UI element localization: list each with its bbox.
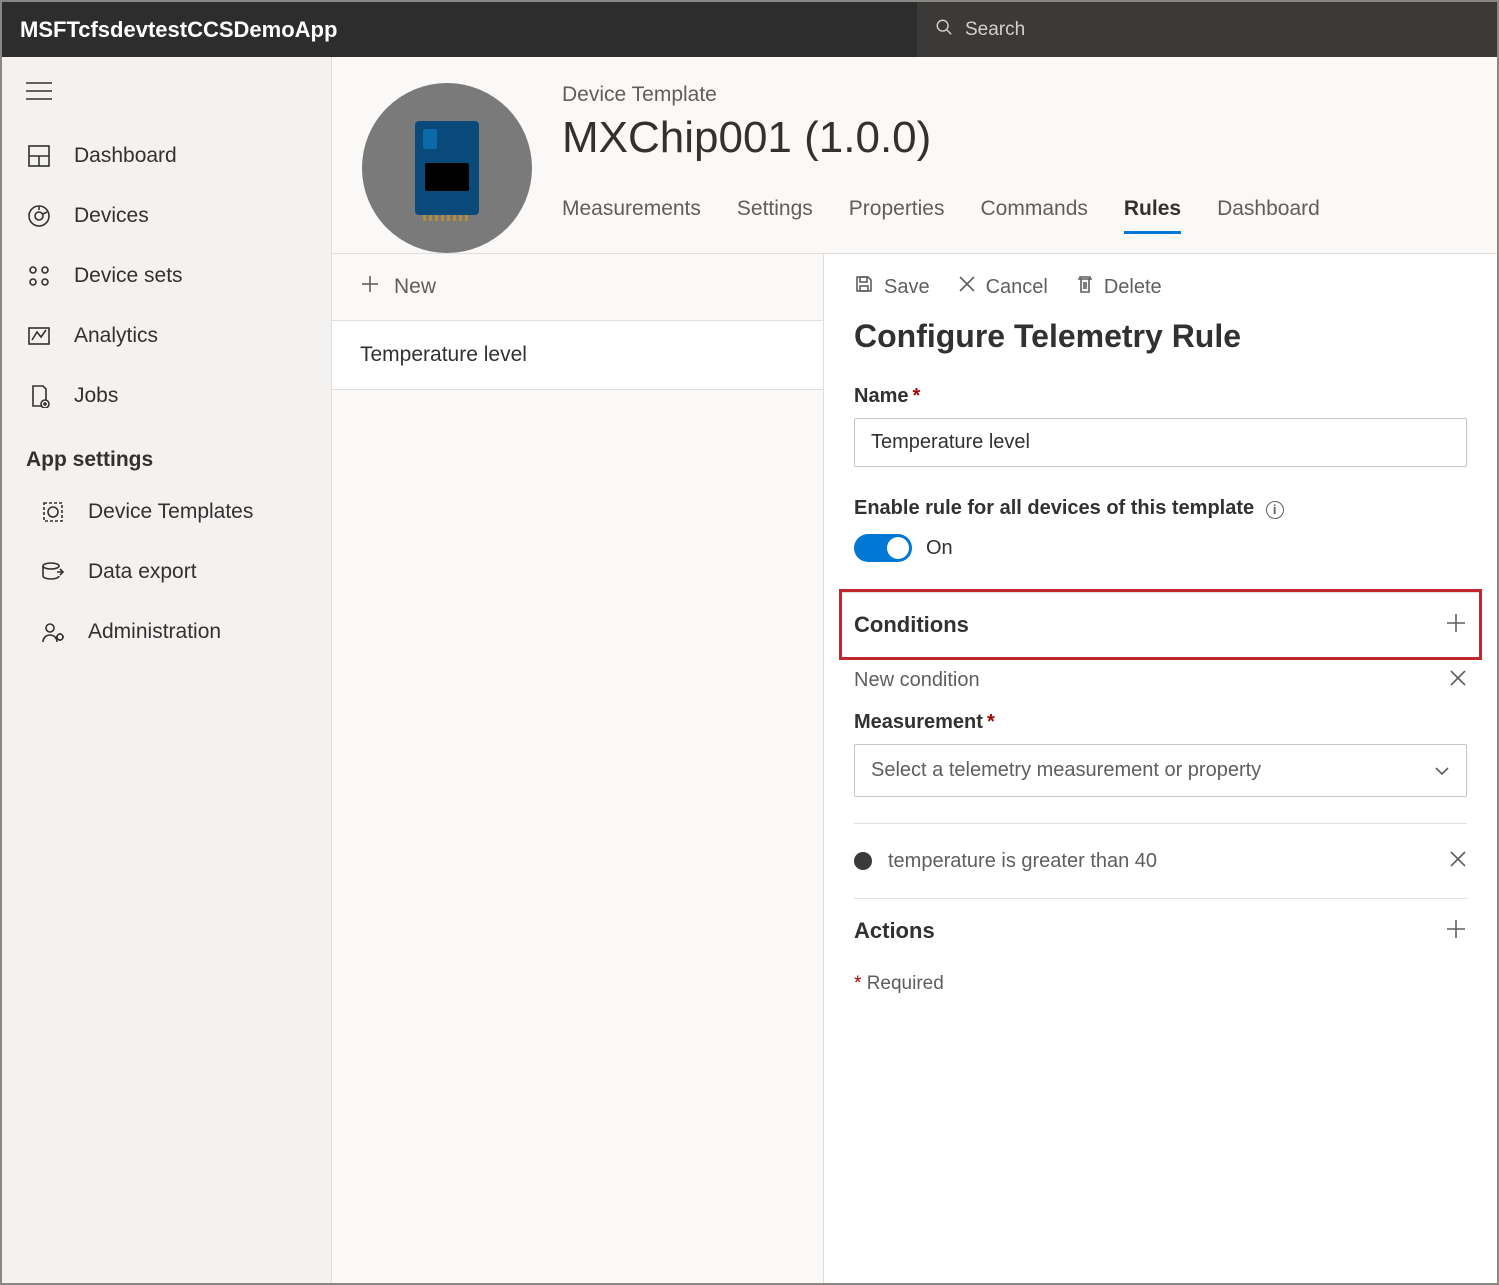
save-button[interactable]: Save xyxy=(854,274,930,300)
page-title: MXChip001 (1.0.0) xyxy=(562,113,1467,163)
left-nav: Dashboard Devices Device sets Analytics … xyxy=(2,57,332,1283)
tab-measurements[interactable]: Measurements xyxy=(562,197,701,234)
new-rule-button[interactable]: New xyxy=(332,254,823,321)
nav-label: Data export xyxy=(88,560,197,584)
command-bar: Save Cancel Delete xyxy=(824,254,1497,312)
remove-condition-button[interactable] xyxy=(1449,848,1467,874)
new-condition-title: New condition xyxy=(854,669,980,692)
remove-new-condition-button[interactable] xyxy=(1449,667,1467,693)
conditions-title: Conditions xyxy=(854,612,969,638)
device-avatar xyxy=(362,83,532,253)
search-icon xyxy=(935,18,953,42)
toggle-state: On xyxy=(926,537,953,560)
device-sets-icon xyxy=(26,264,52,288)
nav-label: Device sets xyxy=(74,264,183,288)
info-icon[interactable]: i xyxy=(1266,501,1284,519)
nav-label: Dashboard xyxy=(74,144,177,168)
rule-list-item[interactable]: Temperature level xyxy=(332,321,823,390)
jobs-icon xyxy=(26,384,52,408)
rules-list: New Temperature level xyxy=(332,254,824,1283)
nav-administration[interactable]: Administration xyxy=(2,602,331,662)
tab-rules[interactable]: Rules xyxy=(1124,197,1181,234)
nav-device-sets[interactable]: Device sets xyxy=(2,246,331,306)
enable-toggle[interactable] xyxy=(854,534,912,562)
nav-label: Device Templates xyxy=(88,500,253,524)
cancel-label: Cancel xyxy=(986,276,1048,299)
tab-properties[interactable]: Properties xyxy=(849,197,945,234)
nav-label: Devices xyxy=(74,204,149,228)
nav-dashboard[interactable]: Dashboard xyxy=(2,126,331,186)
app-name: MSFTcfsdevtestCCSDemoApp xyxy=(2,17,337,43)
measurement-placeholder: Select a telemetry measurement or proper… xyxy=(871,759,1261,782)
chevron-down-icon xyxy=(1434,759,1450,782)
name-label: Name* xyxy=(854,385,1467,408)
tabs: Measurements Settings Properties Command… xyxy=(562,197,1467,234)
tab-commands[interactable]: Commands xyxy=(981,197,1088,234)
main-content: Device Template MXChip001 (1.0.0) Measur… xyxy=(332,57,1497,1283)
required-note: * Required xyxy=(854,973,1467,995)
form-heading: Configure Telemetry Rule xyxy=(854,318,1467,355)
top-bar: MSFTcfsdevtestCCSDemoApp Search xyxy=(2,2,1497,57)
nav-data-export[interactable]: Data export xyxy=(2,542,331,602)
chip-icon xyxy=(415,121,479,215)
devices-icon xyxy=(26,204,52,228)
nav-devices[interactable]: Devices xyxy=(2,186,331,246)
tab-settings[interactable]: Settings xyxy=(737,197,813,234)
breadcrumb: Device Template xyxy=(562,77,1467,107)
device-templates-icon xyxy=(40,500,66,524)
actions-title: Actions xyxy=(854,918,935,944)
administration-icon xyxy=(40,620,66,644)
nav-label: Analytics xyxy=(74,324,158,348)
actions-section-header: Actions xyxy=(854,898,1467,963)
data-export-icon xyxy=(40,560,66,584)
save-label: Save xyxy=(884,276,930,299)
condition-text: temperature is greater than 40 xyxy=(888,850,1157,873)
cancel-button[interactable]: Cancel xyxy=(958,274,1048,300)
plus-icon xyxy=(360,274,380,300)
enable-label: Enable rule for all devices of this temp… xyxy=(854,497,1467,520)
measurement-label: Measurement* xyxy=(854,711,1467,734)
conditions-section-header: Conditions xyxy=(842,592,1479,657)
nav-label: Administration xyxy=(88,620,221,644)
nav-analytics[interactable]: Analytics xyxy=(2,306,331,366)
search-box[interactable]: Search xyxy=(917,2,1497,57)
add-condition-button[interactable] xyxy=(1445,611,1467,639)
form-pane: Save Cancel Delete xyxy=(824,254,1497,1283)
nav-label: Jobs xyxy=(74,384,118,408)
search-placeholder: Search xyxy=(965,19,1025,41)
page-header: Device Template MXChip001 (1.0.0) Measur… xyxy=(332,57,1497,253)
new-condition-block: New condition Measurement* Select a tele… xyxy=(854,657,1467,823)
delete-label: Delete xyxy=(1104,276,1162,299)
analytics-icon xyxy=(26,324,52,348)
save-icon xyxy=(854,274,874,300)
delete-button[interactable]: Delete xyxy=(1076,274,1162,300)
nav-device-templates[interactable]: Device Templates xyxy=(2,482,331,542)
condition-dot-icon xyxy=(854,852,872,870)
tab-dashboard[interactable]: Dashboard xyxy=(1217,197,1320,234)
name-input[interactable] xyxy=(854,418,1467,467)
close-icon xyxy=(958,275,976,299)
dashboard-icon xyxy=(26,144,52,168)
nav-jobs[interactable]: Jobs xyxy=(2,366,331,426)
hamburger-button[interactable] xyxy=(2,69,331,126)
add-action-button[interactable] xyxy=(1445,917,1467,945)
trash-icon xyxy=(1076,274,1094,300)
measurement-select[interactable]: Select a telemetry measurement or proper… xyxy=(854,744,1467,797)
existing-condition-row[interactable]: temperature is greater than 40 xyxy=(854,823,1467,898)
nav-section-app-settings: App settings xyxy=(2,426,331,482)
new-rule-label: New xyxy=(394,275,436,299)
